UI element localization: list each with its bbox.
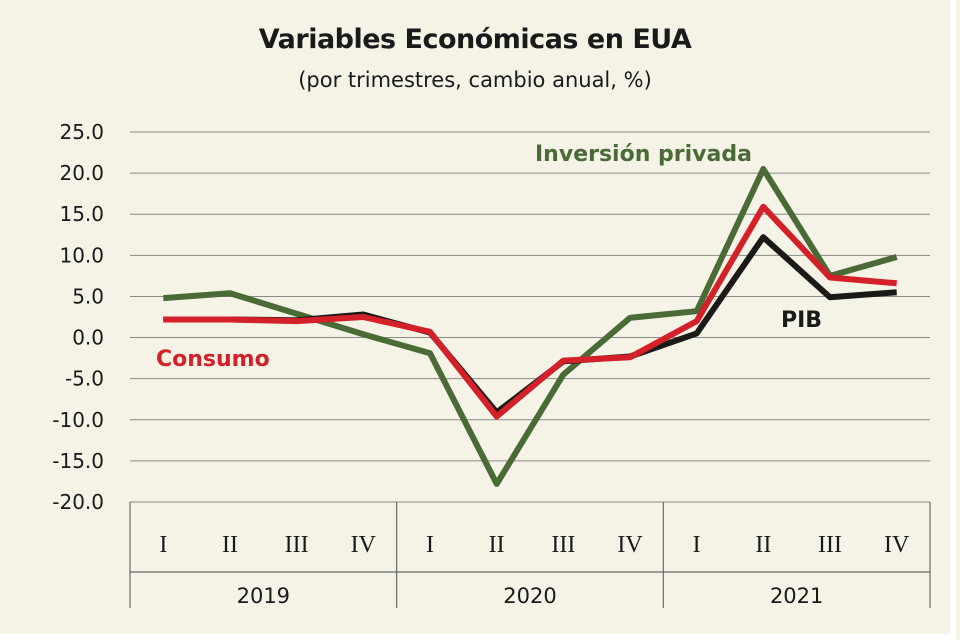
label-inversion-privada: Inversión privada [535,142,752,167]
y-tick-label: -10.0 [52,408,104,432]
label-consumo: Consumo [156,347,270,372]
series-labels: Inversión privada PIB Consumo [156,142,822,372]
y-tick-label: 0.0 [72,326,104,350]
grid-lines [130,131,930,503]
y-tick-label: -5.0 [65,367,104,391]
y-tick-label: 20.0 [59,161,104,185]
series-line-consumo [163,203,897,420]
quarter-tick-label: III [551,532,575,558]
label-pib: PIB [781,308,822,333]
y-tick-label: 25.0 [59,120,104,144]
y-tick-label: -20.0 [52,490,104,514]
y-tick-label: 5.0 [72,284,104,308]
quarter-tick-label: IV [884,532,910,558]
quarter-tick-label: II [489,532,505,558]
quarter-tick-label: II [755,532,771,558]
quarter-tick-label: I [159,532,167,558]
year-label: 2020 [503,584,556,608]
year-label: 2019 [237,584,290,608]
quarter-tick-label: III [285,532,309,558]
quarter-tick-label: I [693,532,701,558]
year-label: 2021 [770,584,823,608]
quarter-tick-label: II [222,532,238,558]
chart-subtitle: (por trimestres, cambio anual, %) [298,68,652,92]
quarter-tick-label: IV [351,532,377,558]
y-tick-label: 10.0 [59,243,104,267]
y-tick-label: -15.0 [52,449,104,473]
quarter-tick-label: I [426,532,434,558]
series-lines [163,166,898,487]
y-axis: 25.0 20.0 15.0 10.0 5.0 0.0 -5.0 -10.0 -15.0 -20.… [52,120,104,514]
y-tick-label: 15.0 [59,202,104,226]
quarter-tick-label: III [818,532,842,558]
quarter-tick-label: IV [617,532,643,558]
chart-title: Variables Económicas en EUA [258,24,692,55]
series-line-inversion-privada [163,166,898,487]
